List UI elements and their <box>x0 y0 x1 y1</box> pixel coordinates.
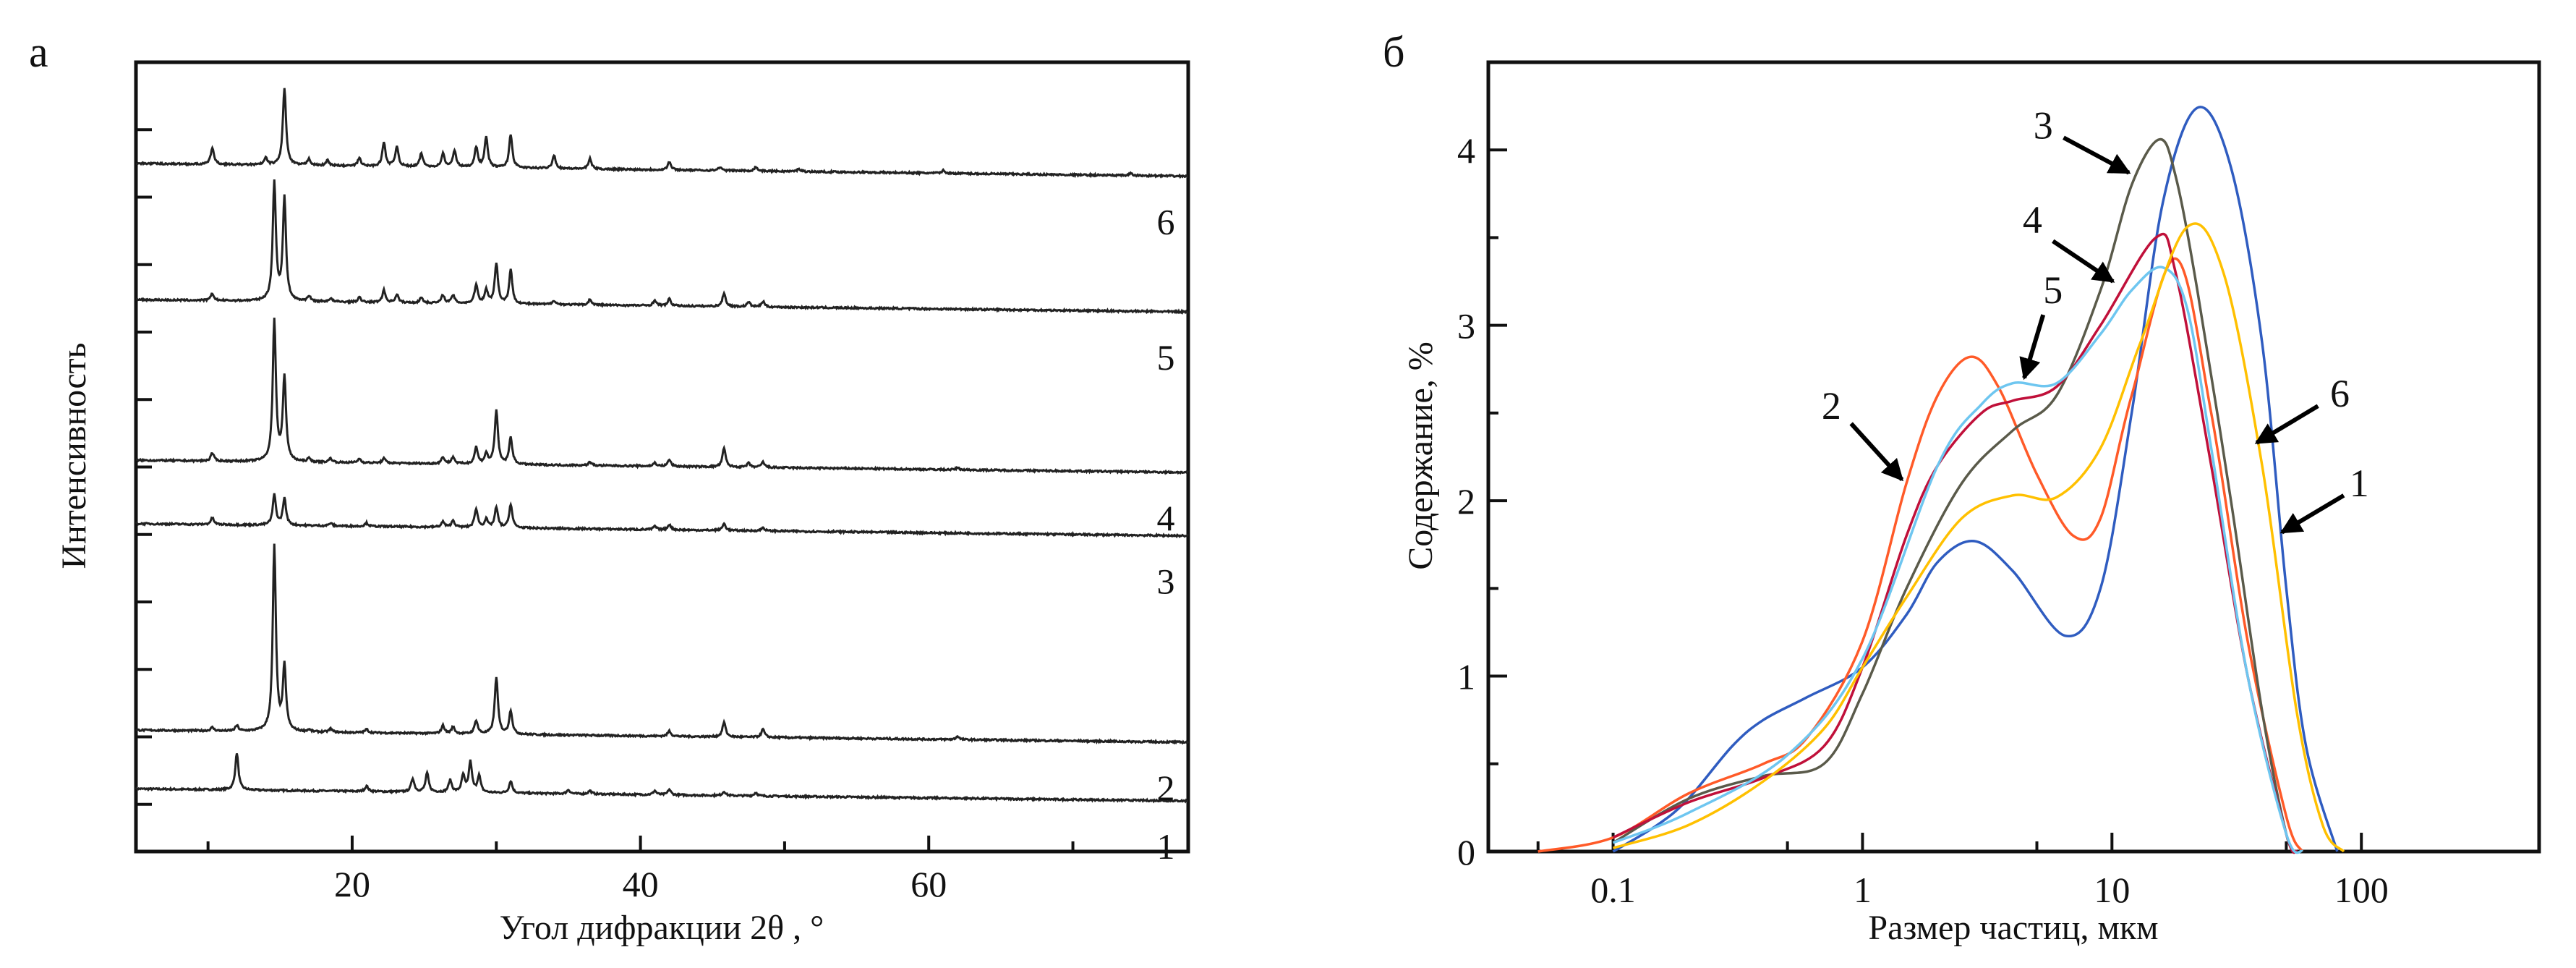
y-axis-label-a: Интенсивность <box>55 342 93 569</box>
psd-curve-6 <box>1613 222 2345 853</box>
x-tick-label-b: 100 <box>2334 870 2389 910</box>
panel-label-b: б <box>1383 28 1405 76</box>
y-tick-label-b: 0 <box>1457 832 1475 873</box>
x-tick-label-b: 0.1 <box>1590 870 1636 910</box>
psd-curve-5 <box>1612 266 2303 854</box>
annotation-arrow-icon <box>1849 422 1904 482</box>
panel-label-a: а <box>29 28 48 76</box>
annotation-arrow-icon <box>2052 239 2115 284</box>
curve-annotation-6: 6 <box>2330 372 2350 415</box>
y-tick-label-b: 3 <box>1457 306 1475 347</box>
psd-panel: б Размер частиц, мкм Содержание, % 0.1 1 1… <box>1383 28 2541 947</box>
x-tick-label-b: 10 <box>2094 870 2130 910</box>
xrd-trace-2 <box>135 543 1190 745</box>
y-tick-label-b: 2 <box>1457 481 1475 522</box>
x-axis-label-a: Угол дифракции 2θ , ° <box>500 909 824 947</box>
y-tick-label-b: 4 <box>1457 130 1475 171</box>
y-tick-label-b: 1 <box>1457 657 1475 697</box>
xrd-trace-3 <box>135 493 1189 539</box>
y-axis-label-b: Содержание, % <box>1402 341 1440 570</box>
curve-annotation-5: 5 <box>2043 268 2063 312</box>
x-tick-label-a: 20 <box>334 864 370 904</box>
curve-annotation-3: 3 <box>2034 103 2053 147</box>
plot-frame-a <box>134 60 1190 854</box>
annotation-arrow-icon <box>2063 135 2131 175</box>
x-tick-label-b: 1 <box>1854 870 1872 910</box>
trace-label-6: 6 <box>1157 202 1175 242</box>
psd-curve-1 <box>1612 106 2339 853</box>
x-tick-label-a: 40 <box>623 864 659 904</box>
curve-annotation-1: 1 <box>2350 462 2369 505</box>
trace-label-2: 2 <box>1157 768 1175 808</box>
xrd-trace-1 <box>135 753 1189 804</box>
xrd-trace-6 <box>135 88 1189 179</box>
curve-annotation-4: 4 <box>2023 198 2042 242</box>
curve-annotation-2: 2 <box>1822 384 1841 428</box>
x-tick-label-a: 60 <box>910 864 947 904</box>
annotation-arrow-icon <box>2019 314 2046 381</box>
xrd-panel: а Угол дифракции 2θ , ° Интенсивность 20… <box>29 28 1190 947</box>
psd-curve-3 <box>1612 137 2298 853</box>
trace-label-4: 4 <box>1157 498 1175 538</box>
trace-label-3: 3 <box>1157 561 1175 602</box>
plot-frame-b <box>1486 60 2541 854</box>
annotation-arrow-icon <box>2279 493 2345 535</box>
xrd-trace-5 <box>135 179 1189 315</box>
trace-label-5: 5 <box>1157 337 1175 378</box>
x-axis-label-b: Размер частиц, мкм <box>1868 909 2158 947</box>
xrd-trace-4 <box>135 318 1189 475</box>
annotation-arrow-icon <box>2254 404 2319 445</box>
trace-label-1: 1 <box>1157 826 1175 867</box>
psd-curve-2 <box>1538 257 2304 853</box>
psd-curve-4 <box>1612 232 2298 854</box>
